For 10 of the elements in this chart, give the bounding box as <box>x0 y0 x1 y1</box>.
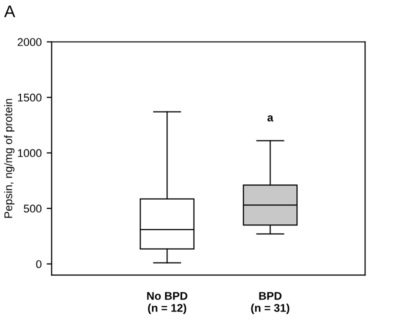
text: A <box>4 6 16 18</box>
y-tick-label: 2000 <box>18 38 42 46</box>
y-tick-label: 1500 <box>18 94 42 102</box>
annotation: a <box>267 115 274 122</box>
y-tick-label: 1000 <box>18 149 42 158</box>
x-tick-label: BPD (n = 31) <box>251 292 290 314</box>
x-tick-label: No BPD (n = 12) <box>147 292 188 314</box>
y-axis-title: Pepsin, ng/mg of protein <box>4 98 14 218</box>
y-tick-label: 500 <box>24 204 42 213</box>
y-tick-label: 0 <box>36 260 42 268</box>
